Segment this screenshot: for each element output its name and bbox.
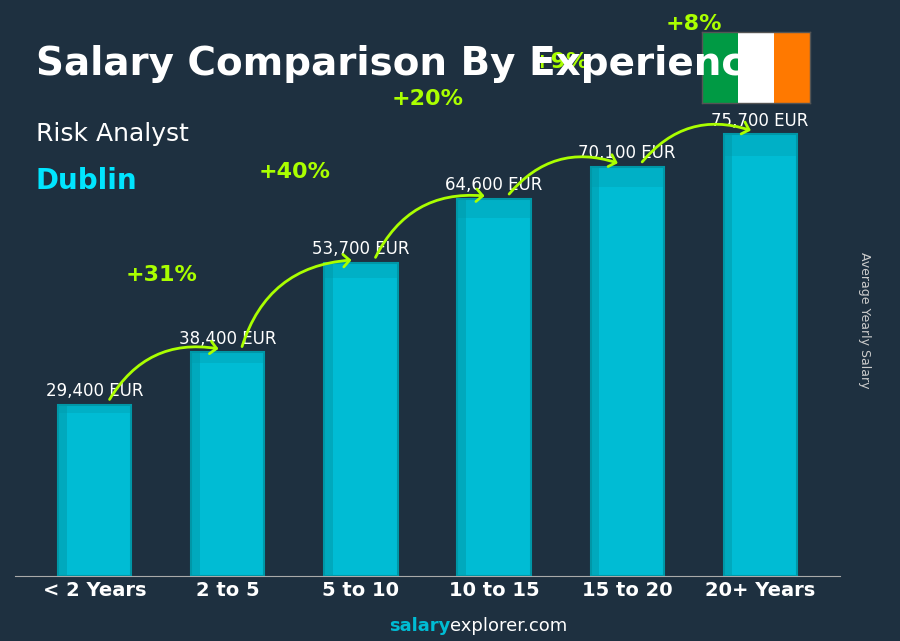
Bar — [324, 263, 333, 576]
Bar — [738, 32, 774, 103]
Bar — [724, 134, 733, 576]
Bar — [724, 134, 796, 576]
FancyArrowPatch shape — [110, 341, 217, 399]
Text: +9%: +9% — [533, 51, 589, 72]
Bar — [58, 404, 131, 576]
Text: 29,400 EUR: 29,400 EUR — [46, 382, 144, 400]
Text: 70,100 EUR: 70,100 EUR — [579, 144, 676, 162]
Bar — [192, 352, 265, 363]
FancyArrowPatch shape — [242, 254, 349, 347]
Text: +8%: +8% — [665, 14, 722, 34]
Bar — [702, 32, 738, 103]
Text: Dublin: Dublin — [36, 167, 138, 195]
Text: Risk Analyst: Risk Analyst — [36, 122, 189, 146]
Bar — [590, 167, 663, 187]
Bar — [457, 199, 466, 576]
Bar — [590, 167, 663, 576]
Bar — [192, 352, 200, 576]
Text: salary: salary — [389, 617, 450, 635]
Bar — [774, 32, 810, 103]
Text: Average Yearly Salary: Average Yearly Salary — [858, 253, 870, 388]
Text: Salary Comparison By Experience: Salary Comparison By Experience — [36, 45, 770, 83]
Text: +20%: +20% — [392, 88, 464, 108]
Text: 38,400 EUR: 38,400 EUR — [179, 329, 276, 347]
Text: +40%: +40% — [258, 162, 330, 182]
Text: 64,600 EUR: 64,600 EUR — [446, 176, 543, 194]
Text: 75,700 EUR: 75,700 EUR — [712, 112, 809, 129]
Text: +31%: +31% — [125, 265, 197, 285]
FancyArrowPatch shape — [509, 154, 616, 194]
Bar — [324, 263, 398, 278]
Bar — [724, 134, 796, 156]
FancyArrowPatch shape — [643, 122, 749, 162]
Bar — [457, 199, 531, 218]
Text: explorer.com: explorer.com — [450, 617, 567, 635]
Bar — [324, 263, 398, 576]
Bar — [457, 199, 531, 576]
Text: 53,700 EUR: 53,700 EUR — [312, 240, 410, 258]
Bar — [590, 167, 599, 576]
Bar — [58, 404, 67, 576]
FancyArrowPatch shape — [375, 189, 482, 258]
Bar — [58, 404, 131, 413]
Bar — [192, 352, 265, 576]
